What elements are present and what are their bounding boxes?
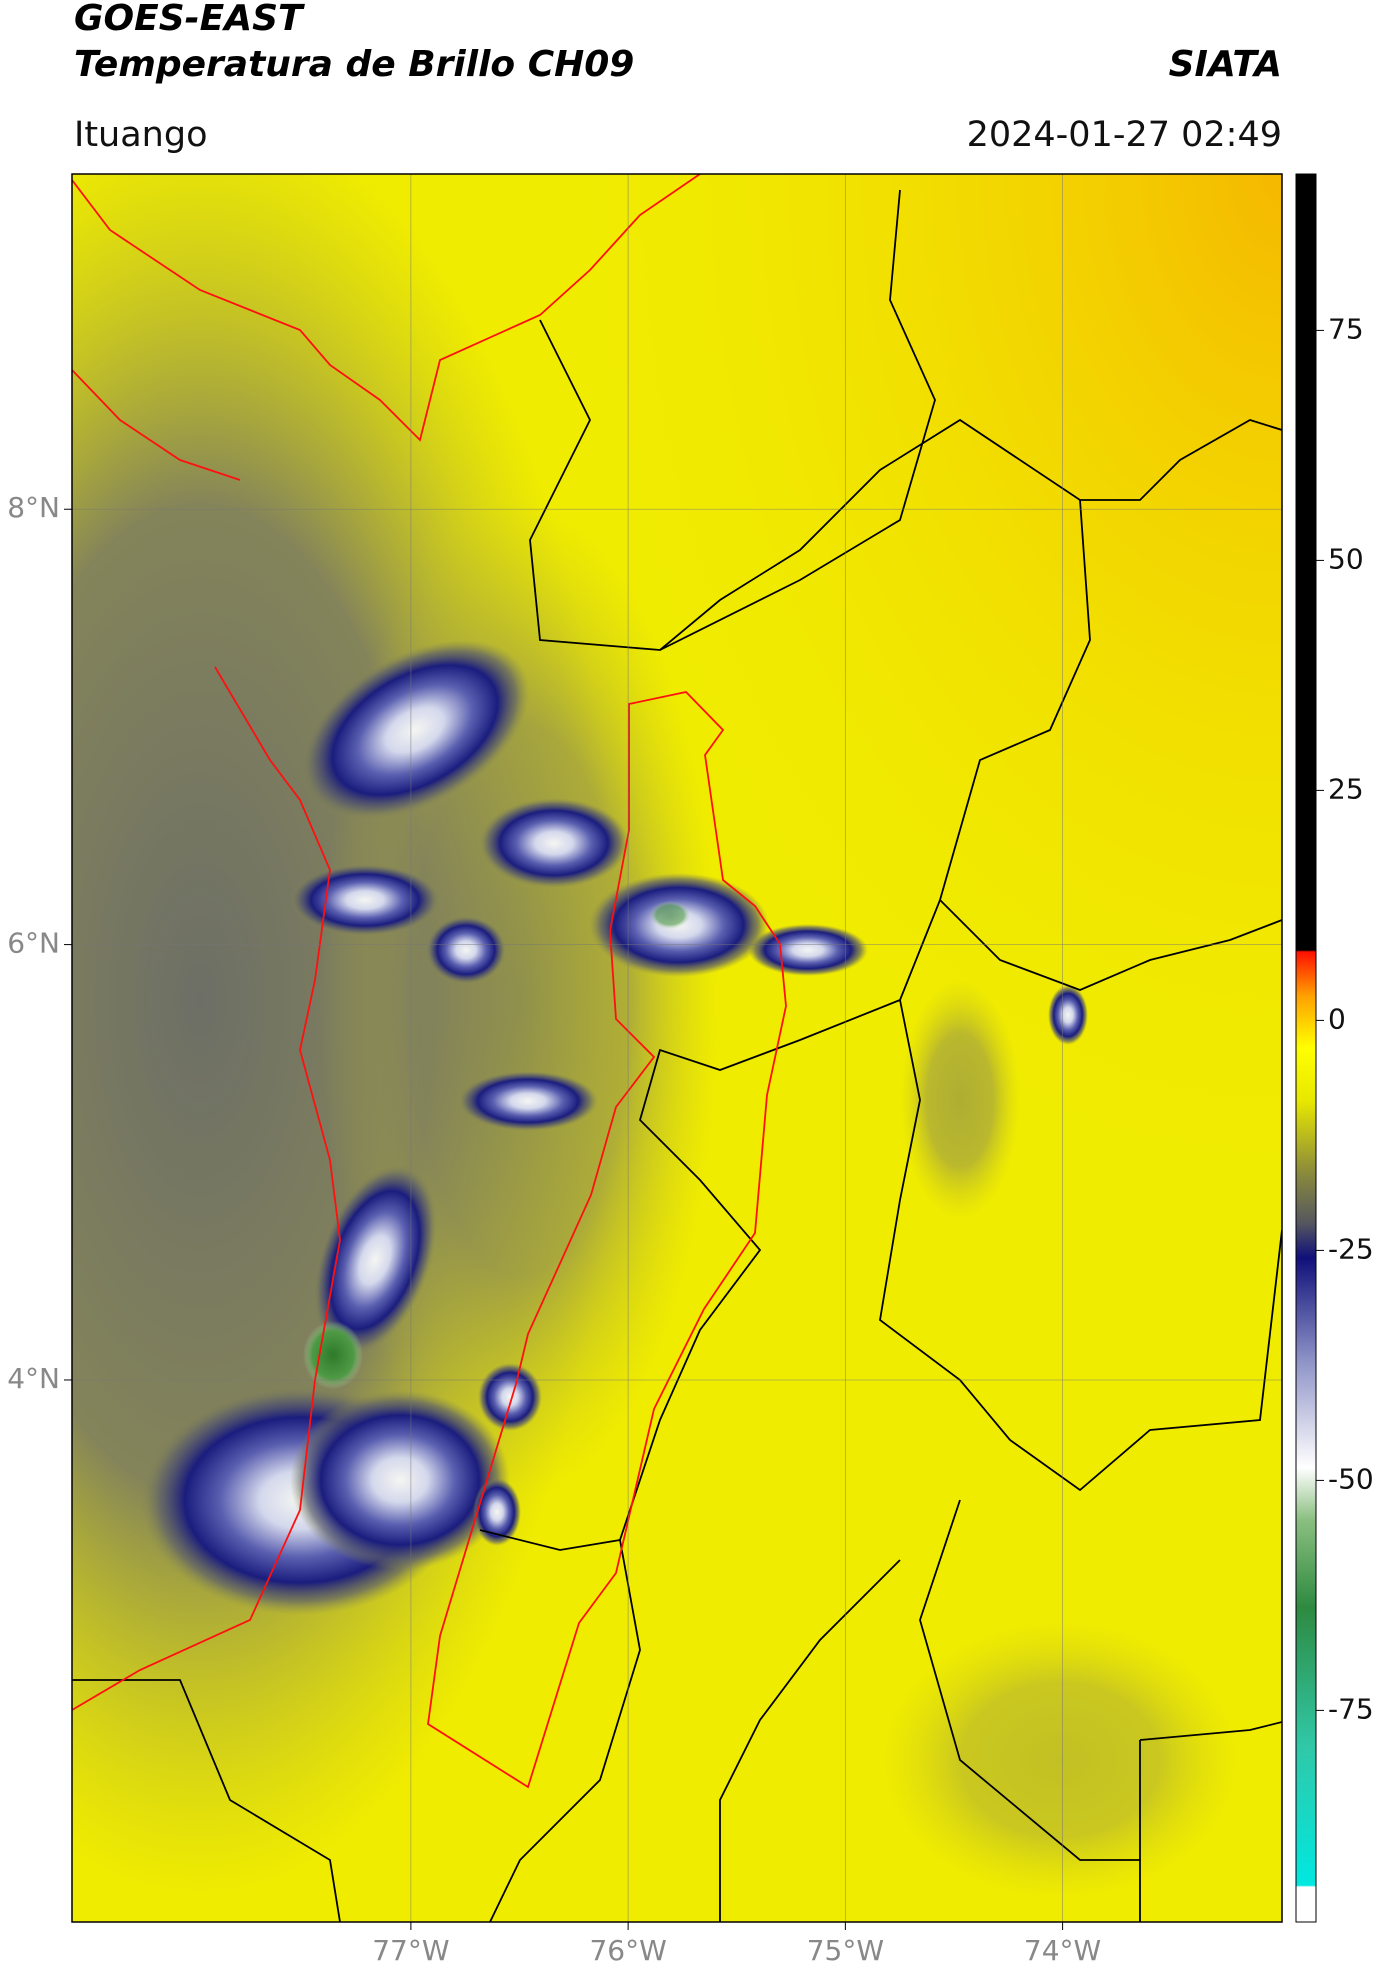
cold-core — [303, 1321, 363, 1389]
x-tick-label: 76°W — [589, 1934, 666, 1967]
border-line — [719, 1559, 901, 1922]
storm-cell — [313, 1164, 437, 1356]
map — [72, 174, 1282, 1922]
storm-cell — [478, 1363, 542, 1431]
storm-cell — [300, 639, 530, 821]
coastline — [72, 174, 701, 442]
brand: SIATA — [1169, 44, 1282, 85]
colorbar-tick-label: -25 — [1328, 1232, 1374, 1265]
colorbar-tick-label: 75 — [1328, 312, 1364, 345]
storm-cell — [473, 1478, 521, 1546]
map-frame — [71, 173, 1283, 1923]
border-line — [659, 418, 1282, 651]
border-line — [919, 1499, 1140, 1861]
border-line — [72, 1679, 341, 1922]
satellite: GOES-EAST — [74, 0, 305, 39]
border-line — [1139, 1721, 1282, 1741]
product: Temperatura de Brillo CH09 — [74, 44, 634, 85]
x-tick-label: 75°W — [807, 1934, 884, 1967]
colorbar-tick-label: -50 — [1328, 1462, 1374, 1495]
x-tick-label: 77°W — [372, 1934, 449, 1967]
border-line — [938, 499, 1282, 991]
cloud-field — [880, 1620, 1240, 1900]
cloud-field — [900, 980, 1020, 1220]
y-tick-label: 8°N — [7, 491, 60, 524]
colorbar-tick-label: -75 — [1328, 1692, 1374, 1725]
border-line — [879, 999, 1282, 1492]
region: Ituango — [74, 115, 208, 155]
y-tick-label: 4°N — [7, 1362, 60, 1395]
coastline — [72, 369, 241, 481]
storm-cell — [290, 864, 440, 936]
storm-cell — [458, 1071, 598, 1131]
datetime: 2024-01-27 02:49 — [967, 115, 1282, 155]
storm-cell — [479, 798, 629, 888]
storm-cell — [290, 1390, 510, 1570]
cold-core — [650, 901, 690, 929]
colorbar-tick-label: 50 — [1328, 542, 1364, 575]
storm-cell — [748, 924, 868, 976]
red-outlines — [72, 174, 787, 1789]
border-line — [489, 899, 941, 1922]
x-tick-label: 74°W — [1024, 1934, 1101, 1967]
border-line — [479, 1529, 621, 1551]
colorbar-tick-label: 0 — [1328, 1002, 1346, 1035]
colorbar — [1295, 173, 1317, 1923]
region-outline — [427, 691, 787, 1789]
borders — [72, 189, 1282, 1922]
y-tick-label: 6°N — [7, 927, 60, 960]
coastline — [72, 666, 341, 1711]
storm-cell — [426, 916, 506, 984]
colorbar-tick-label: 25 — [1328, 772, 1364, 805]
storm-cell — [1048, 985, 1088, 1045]
